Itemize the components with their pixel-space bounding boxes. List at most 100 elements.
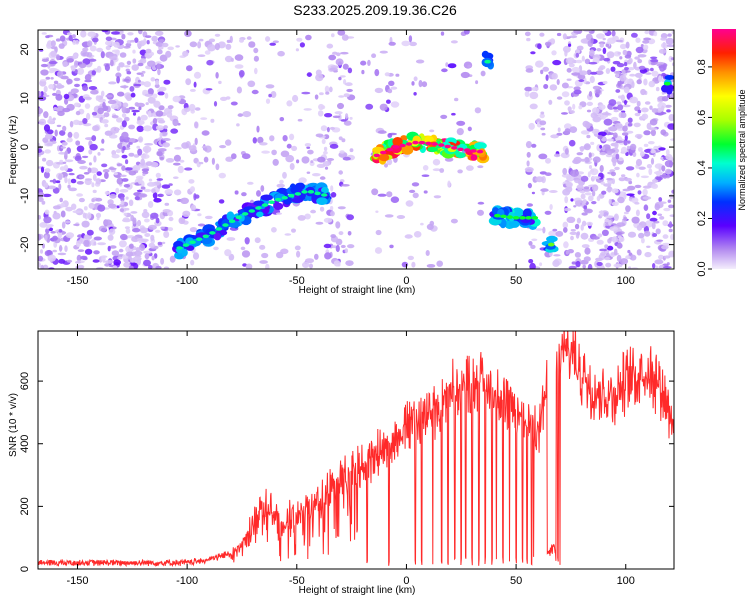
noise-blob xyxy=(125,251,134,257)
noise-blob xyxy=(570,235,574,241)
noise-blob xyxy=(211,157,215,165)
noise-blob xyxy=(97,98,106,103)
noise-blob xyxy=(120,174,127,177)
signal-core xyxy=(228,219,236,223)
noise-blob xyxy=(213,101,218,107)
noise-blob xyxy=(566,216,576,223)
noise-blob xyxy=(158,39,165,43)
noise-blob xyxy=(133,83,142,87)
noise-blob xyxy=(147,201,154,208)
noise-blob xyxy=(46,40,53,48)
noise-blob xyxy=(119,189,129,193)
noise-blob xyxy=(648,127,657,131)
noise-blob xyxy=(467,126,472,132)
noise-blob xyxy=(477,165,484,169)
x-tick-label: 100 xyxy=(617,575,635,587)
x-tick-label: 50 xyxy=(510,575,522,587)
noise-blob xyxy=(188,179,195,184)
noise-blob xyxy=(38,215,41,220)
noise-blob xyxy=(46,249,52,256)
noise-blob xyxy=(52,205,61,210)
noise-blob xyxy=(56,124,62,128)
signal-core xyxy=(512,216,520,220)
noise-blob xyxy=(136,145,140,149)
noise-blob xyxy=(601,146,606,152)
noise-blob xyxy=(627,123,633,127)
noise-blob xyxy=(50,231,56,234)
noise-blob xyxy=(596,48,602,52)
noise-blob xyxy=(645,220,653,228)
noise-blob xyxy=(384,163,388,168)
noise-blob xyxy=(132,228,141,233)
noise-blob xyxy=(256,125,260,133)
noise-blob xyxy=(104,191,110,195)
noise-blob xyxy=(63,93,70,100)
noise-blob xyxy=(73,223,80,226)
noise-blob xyxy=(540,188,549,192)
noise-blob xyxy=(204,215,213,220)
noise-blob xyxy=(574,252,582,258)
noise-blob xyxy=(59,197,63,203)
noise-blob xyxy=(82,155,89,159)
noise-blob xyxy=(143,250,153,254)
noise-blob xyxy=(162,138,171,141)
noise-blob xyxy=(604,257,611,261)
signal-core xyxy=(189,240,196,244)
x-tick-label: -50 xyxy=(289,275,305,287)
noise-blob xyxy=(663,266,672,269)
noise-blob xyxy=(608,99,617,106)
noise-blob xyxy=(589,157,593,161)
noise-blob xyxy=(658,201,667,204)
noise-blob xyxy=(247,181,254,185)
noise-blob xyxy=(548,190,558,193)
noise-blob xyxy=(659,216,665,220)
noise-blob xyxy=(605,68,611,74)
x-tick-label: 0 xyxy=(403,275,409,287)
noise-blob xyxy=(189,227,198,233)
noise-blob xyxy=(188,103,196,112)
noise-blob xyxy=(271,227,277,233)
noise-blob xyxy=(107,99,117,105)
noise-blob xyxy=(155,110,164,117)
noise-blob xyxy=(141,211,150,219)
noise-blob xyxy=(623,192,627,200)
noise-speckle xyxy=(38,30,674,269)
noise-blob xyxy=(194,137,198,146)
noise-blob xyxy=(626,193,635,196)
noise-blob xyxy=(584,247,591,255)
noise-blob xyxy=(101,30,109,33)
noise-blob xyxy=(545,157,551,164)
noise-blob xyxy=(109,193,117,199)
y-tick-label: 20 xyxy=(19,43,31,55)
noise-blob xyxy=(38,118,47,126)
noise-blob xyxy=(565,185,573,193)
signal-feature xyxy=(369,131,490,165)
noise-blob xyxy=(592,156,601,163)
noise-blob xyxy=(80,255,88,260)
noise-blob xyxy=(580,193,586,200)
noise-blob xyxy=(177,165,184,174)
noise-blob xyxy=(629,254,637,261)
noise-blob xyxy=(76,193,83,197)
noise-blob xyxy=(466,165,474,171)
noise-blob xyxy=(252,137,257,144)
noise-blob xyxy=(582,120,590,128)
noise-blob xyxy=(335,221,341,229)
noise-blob xyxy=(580,232,589,240)
noise-blob xyxy=(569,110,575,114)
spectrogram-ylabel: Frequency (Hz) xyxy=(8,116,19,185)
noise-blob xyxy=(344,248,348,254)
noise-blob xyxy=(643,78,648,86)
noise-blob xyxy=(340,51,349,55)
signal-core xyxy=(548,242,555,247)
noise-blob xyxy=(651,108,659,113)
noise-blob xyxy=(297,118,303,122)
noise-blob xyxy=(136,125,144,133)
noise-blob xyxy=(75,140,81,146)
x-tick-label: 50 xyxy=(510,275,522,287)
noise-blob xyxy=(525,68,534,73)
noise-blob xyxy=(161,42,169,48)
noise-blob xyxy=(143,125,153,132)
noise-blob xyxy=(155,61,162,65)
noise-blob xyxy=(40,63,48,68)
